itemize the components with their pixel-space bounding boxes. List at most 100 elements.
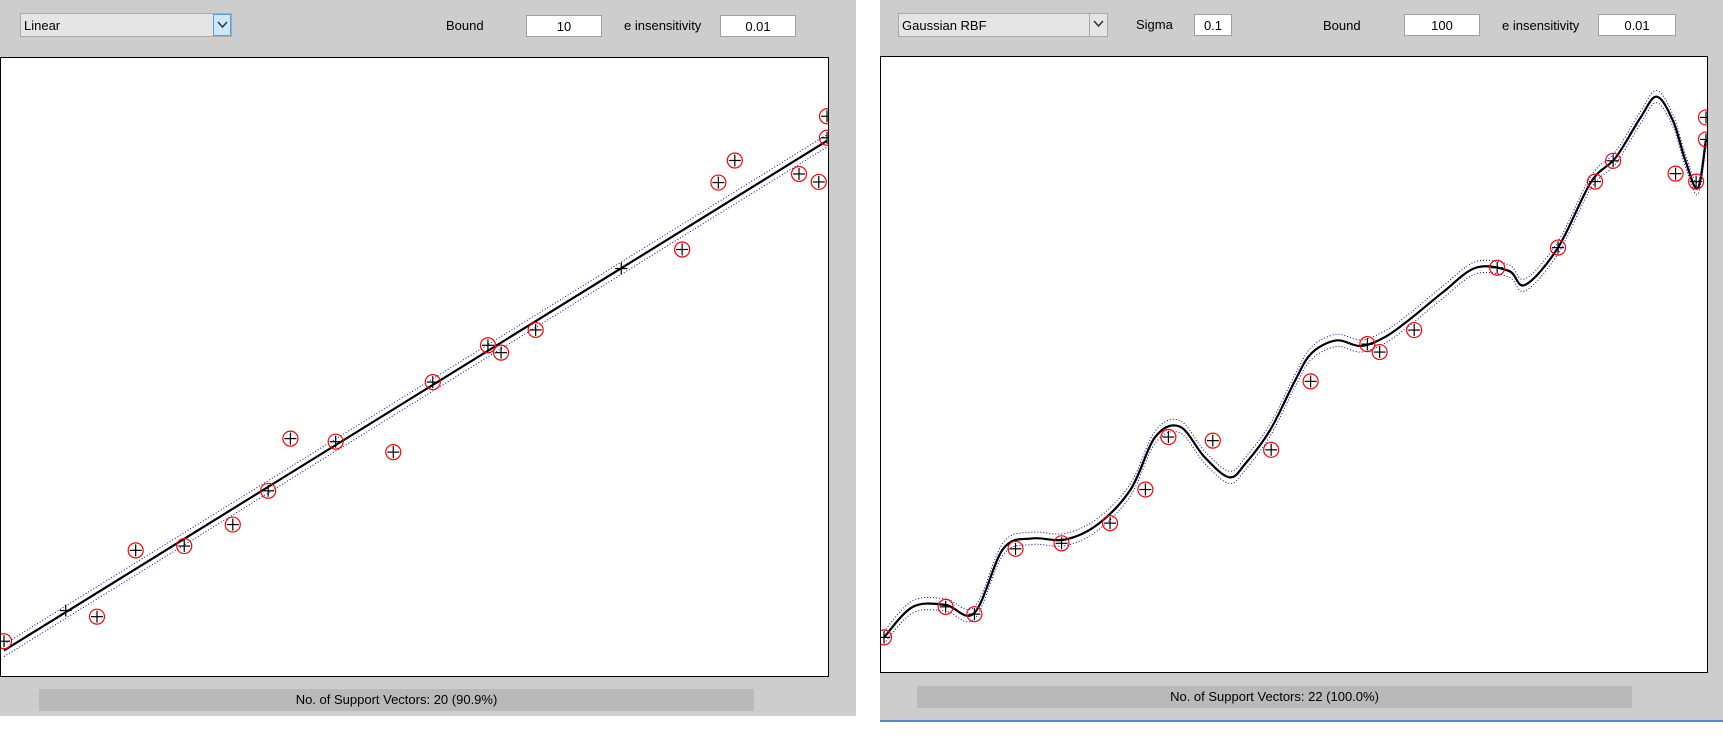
rbf-svr-panel: Gaussian RBF Sigma Bound e insensitivity… (880, 0, 1723, 720)
support-vector-circle (966, 606, 983, 623)
support-vector-point (1160, 428, 1177, 446)
support-vector-circle (1697, 109, 1707, 126)
support-vector-point (424, 374, 441, 391)
support-vector-point (1586, 173, 1604, 190)
support-vector-circle (818, 129, 828, 146)
support-vector-point (1263, 441, 1280, 458)
support-vector-point (818, 108, 828, 125)
support-vector-circle (1, 633, 13, 650)
support-vector-circle (1137, 481, 1154, 498)
support-vector-point (1697, 131, 1707, 148)
support-vector-point (1489, 259, 1506, 276)
support-vector-point (726, 152, 743, 169)
support-vector-point (385, 444, 402, 461)
kernel-dropdown[interactable]: Gaussian RBF (898, 13, 1108, 37)
support-vector-circle (1406, 321, 1423, 339)
support-vector-point (881, 629, 893, 646)
upper-margin-line (883, 90, 1707, 632)
epsilon-label: e insensitivity (1502, 18, 1580, 33)
support-vector-point (224, 516, 241, 533)
support-vector-circle (1263, 441, 1280, 458)
support-vector-point (479, 337, 497, 354)
support-vector-circle (1302, 373, 1319, 390)
chevron-down-icon[interactable] (213, 14, 231, 36)
focus-underline (880, 720, 1723, 722)
support-vector-circle (1549, 239, 1567, 256)
support-vector-circle (937, 598, 954, 615)
chevron-down-icon[interactable] (1089, 14, 1107, 36)
support-vector-point (492, 344, 510, 361)
support-vector-circle (282, 430, 299, 447)
support-vector-point (260, 482, 277, 499)
support-vector-circle (674, 241, 691, 258)
support-vector-point (810, 173, 827, 191)
support-vector-point (1053, 535, 1070, 552)
support-vector-point (1697, 109, 1707, 126)
sigma-label: Sigma (1136, 17, 1173, 32)
support-vector-circle (790, 165, 808, 183)
support-vector-circle (1697, 131, 1707, 148)
support-vector-circle (1605, 152, 1622, 169)
support-vector-point (1406, 321, 1423, 339)
bound-input[interactable] (1404, 14, 1480, 36)
support-vector-point (1359, 336, 1376, 353)
linear-svr-panel: Linear Bound e insensitivity No. of Supp… (0, 0, 856, 716)
kernel-dropdown[interactable]: Linear (20, 13, 232, 37)
support-vector-circle (818, 108, 828, 125)
support-vector-circle (726, 152, 743, 169)
support-vector-point (1204, 432, 1221, 449)
support-vector-circle (1667, 165, 1684, 182)
regression-line (3, 139, 828, 652)
support-vector-point (1688, 173, 1705, 190)
support-vector-point (527, 321, 544, 339)
support-vector-circle (527, 321, 544, 339)
epsilon-label: e insensitivity (624, 18, 702, 33)
regression-plot (880, 56, 1708, 673)
support-vector-point (1007, 540, 1024, 557)
data-point (615, 262, 628, 275)
lower-margin-line (3, 146, 828, 658)
support-vector-circle (1007, 540, 1024, 557)
support-vector-circle (424, 374, 441, 391)
support-vector-circle (1586, 173, 1604, 190)
support-vector-point (127, 542, 144, 559)
support-vector-circle (1688, 173, 1705, 190)
sigma-input[interactable] (1194, 14, 1232, 36)
support-vector-circle (327, 433, 344, 450)
support-vector-circle (1371, 343, 1388, 361)
epsilon-input[interactable] (1598, 14, 1676, 36)
support-vector-status: No. of Support Vectors: 20 (90.9%) (39, 689, 754, 711)
support-vector-circle (881, 629, 893, 646)
bound-input[interactable] (526, 15, 602, 37)
support-vector-point (710, 174, 727, 191)
upper-margin-line (3, 134, 828, 645)
data-point (59, 604, 72, 617)
support-vector-point (1667, 165, 1684, 182)
support-vector-point (937, 598, 954, 615)
support-vector-circle (127, 542, 144, 559)
support-vector-status: No. of Support Vectors: 22 (100.0%) (917, 686, 1632, 708)
support-vector-point (282, 430, 299, 447)
support-vector-circle (479, 337, 497, 354)
support-vector-circle (492, 344, 510, 361)
epsilon-input[interactable] (720, 15, 796, 37)
support-vector-circle (810, 173, 827, 191)
bound-label: Bound (446, 18, 484, 33)
support-vector-point (1371, 343, 1388, 361)
support-vector-point (790, 165, 808, 183)
support-vector-point (176, 537, 193, 555)
linear-regression-chart (1, 108, 828, 658)
support-vector-point (1, 633, 13, 650)
regression-line (883, 95, 1707, 639)
support-vector-circle (1489, 259, 1506, 276)
support-vector-point (1137, 481, 1154, 498)
support-vector-point (1101, 515, 1119, 532)
support-vector-point (1549, 239, 1567, 256)
support-vector-circle (1053, 535, 1070, 552)
support-vector-circle (88, 608, 106, 625)
support-vector-circle (385, 444, 402, 461)
support-vector-circle (176, 537, 193, 555)
rbf-regression-chart (881, 90, 1707, 646)
bound-label: Bound (1323, 18, 1361, 33)
support-vector-circle (1101, 515, 1119, 532)
